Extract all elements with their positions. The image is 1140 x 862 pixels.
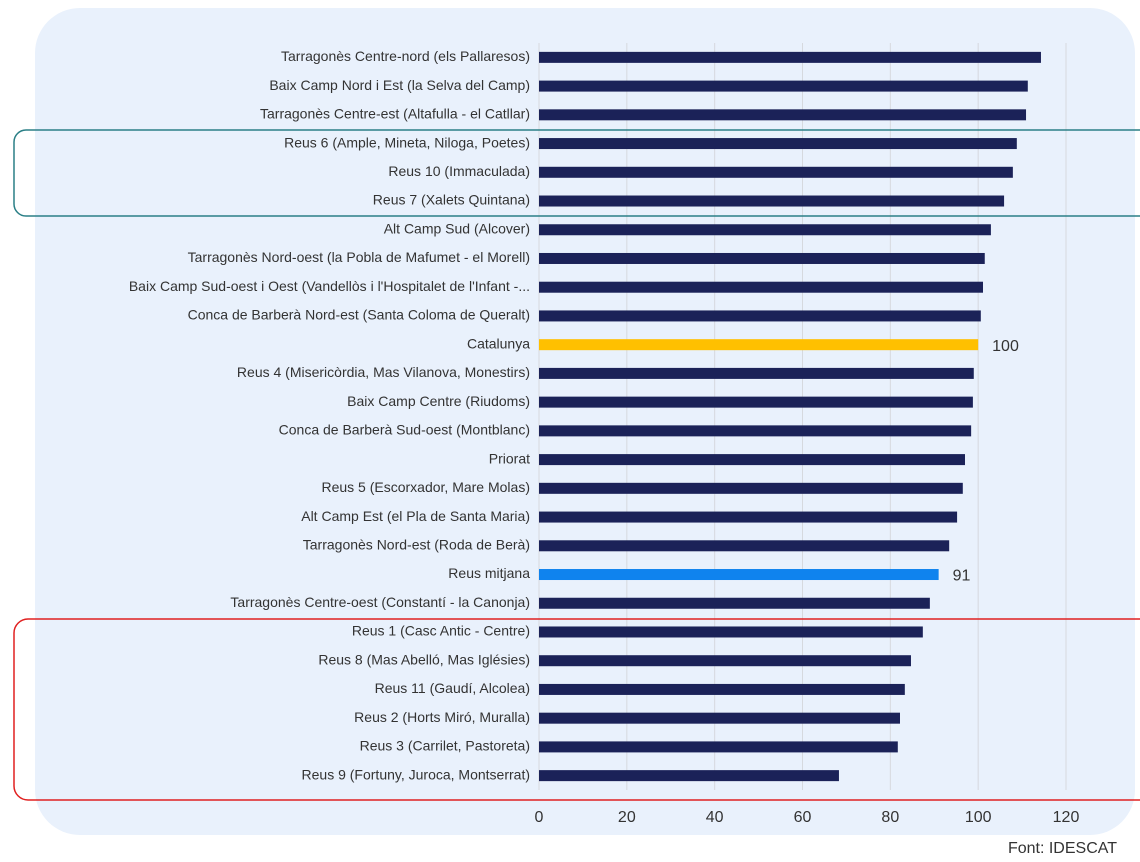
y-tick-label: Tarragonès Centre-oest (Constantí - la C…	[230, 594, 530, 610]
x-tick-label: 80	[881, 809, 899, 826]
bar	[539, 396, 973, 408]
y-tick-label: Alt Camp Sud (Alcover)	[384, 220, 530, 236]
bar	[539, 51, 1041, 63]
bar	[539, 770, 839, 782]
bar	[539, 224, 991, 236]
y-tick-label: Reus 3 (Carrilet, Pastoreta)	[360, 738, 530, 754]
bar	[539, 195, 1005, 207]
bar	[539, 109, 1027, 121]
x-tick-label: 120	[1053, 809, 1080, 826]
data-label: 91	[953, 568, 971, 585]
y-tick-label: Reus 2 (Horts Miró, Muralla)	[354, 709, 530, 725]
y-tick-label: Conca de Barberà Nord-est (Santa Coloma …	[188, 307, 530, 323]
y-tick-label: Reus 9 (Fortuny, Juroca, Montserrat)	[302, 766, 530, 782]
bar	[539, 712, 900, 724]
bar	[539, 741, 898, 753]
y-tick-label: Reus 1 (Casc Antic - Centre)	[352, 623, 530, 639]
bar	[539, 425, 972, 437]
x-tick-label: 0	[535, 809, 544, 826]
y-tick-label: Reus 8 (Mas Abelló, Mas Iglésies)	[318, 651, 530, 667]
bar	[539, 310, 981, 322]
x-tick-label: 40	[706, 809, 724, 826]
bar	[539, 511, 958, 523]
bar	[539, 367, 974, 379]
y-tick-label: Reus 4 (Misericòrdia, Mas Vilanova, Mone…	[237, 364, 530, 380]
y-tick-label: Baix Camp Nord i Est (la Selva del Camp)	[269, 77, 530, 93]
x-tick-label: 60	[794, 809, 812, 826]
bar	[539, 540, 950, 552]
bar	[539, 597, 930, 609]
bar	[539, 626, 923, 638]
y-tick-label: Tarragonès Centre-est (Altafulla - el Ca…	[260, 106, 530, 122]
y-tick-label: Alt Camp Est (el Pla de Santa Maria)	[301, 508, 530, 524]
x-tick-label: 20	[618, 809, 636, 826]
y-tick-label: Tarragonès Nord-est (Roda de Berà)	[303, 536, 530, 552]
highlight-box	[13, 129, 1140, 217]
y-tick-label: Reus 5 (Escorxador, Mare Molas)	[321, 479, 530, 495]
y-tick-label: Catalunya	[467, 335, 530, 351]
bar	[539, 166, 1013, 178]
source: Font: IDESCAT	[1008, 840, 1117, 857]
data-label: 100	[992, 338, 1019, 355]
y-tick-label: Reus 11 (Gaudí, Alcolea)	[375, 680, 530, 696]
y-tick-label: Reus 10 (Immaculada)	[388, 163, 530, 179]
bar	[539, 454, 965, 466]
bar	[539, 138, 1017, 150]
bar	[539, 482, 963, 494]
y-tick-label: Tarragonès Centre-nord (els Pallaresos)	[281, 48, 530, 64]
bar	[539, 281, 983, 293]
bar	[539, 80, 1028, 92]
y-tick-label: Baix Camp Sud-oest i Oest (Vandellòs i l…	[129, 278, 530, 294]
y-tick-label: Reus 7 (Xalets Quintana)	[373, 192, 530, 208]
y-tick-label: Reus 6 (Ample, Mineta, Niloga, Poetes)	[284, 134, 530, 150]
bar	[539, 252, 985, 264]
x-tick-label: 100	[965, 809, 992, 826]
bar	[539, 683, 905, 695]
y-tick-label: Priorat	[489, 450, 530, 466]
panel	[35, 8, 1135, 835]
highlight-box	[13, 618, 1140, 801]
y-tick-label: Reus mitjana	[448, 565, 530, 581]
y-tick-label: Tarragonès Nord-oest (la Pobla de Mafume…	[188, 249, 530, 265]
y-tick-label: Conca de Barberà Sud-oest (Montblanc)	[279, 422, 530, 438]
y-tick-label: Baix Camp Centre (Riudoms)	[347, 393, 530, 409]
bar	[539, 339, 979, 351]
bar	[539, 569, 939, 581]
bar	[539, 655, 911, 667]
